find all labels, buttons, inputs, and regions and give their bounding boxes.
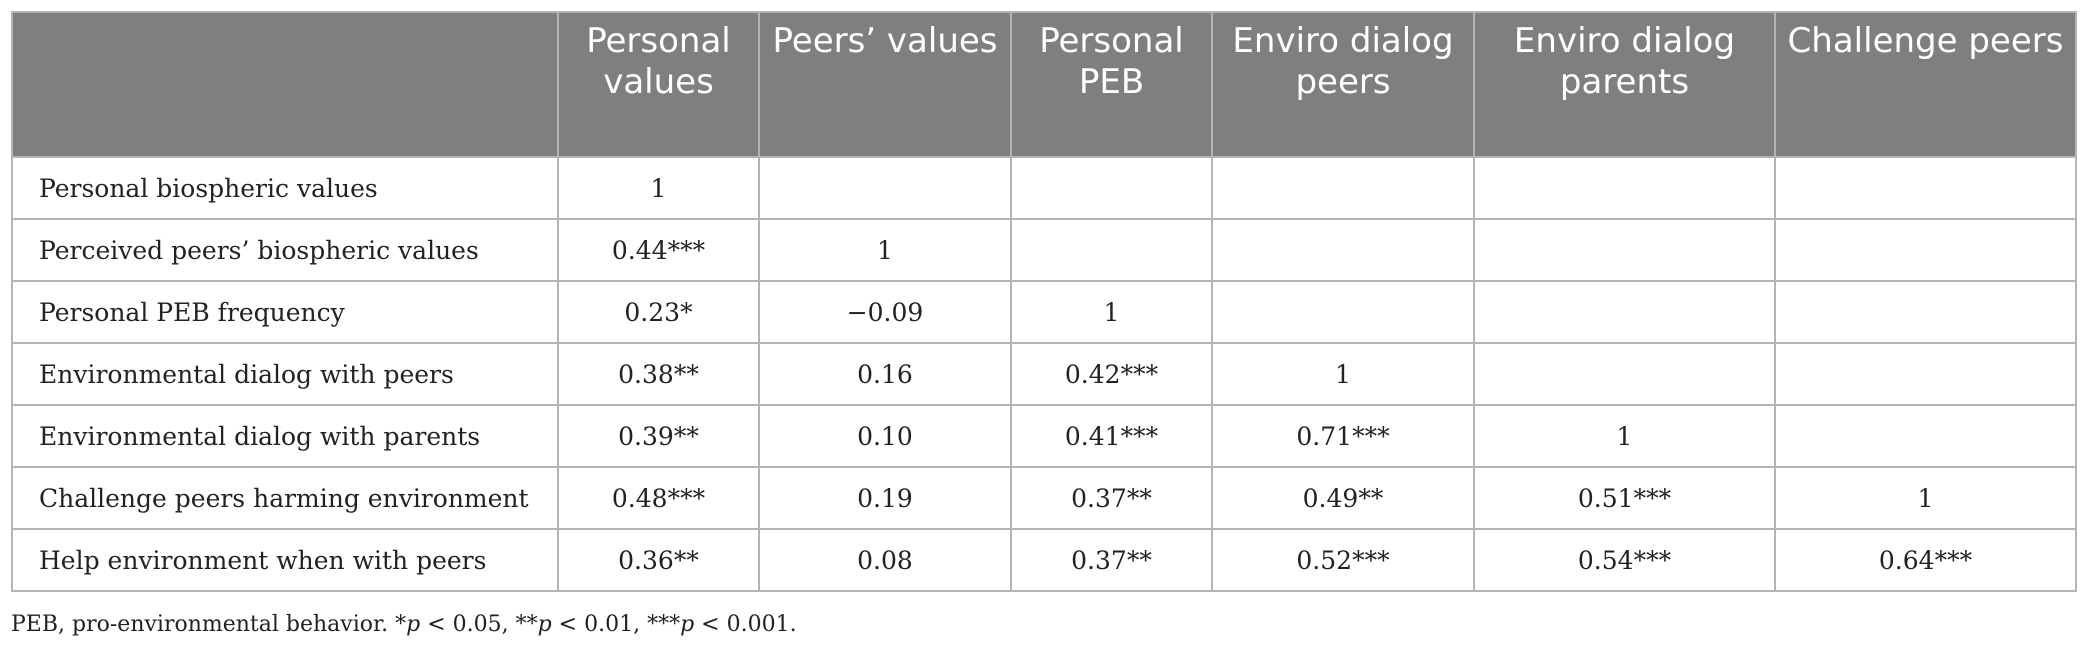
table-cell: 0.36**: [557, 528, 760, 592]
row-label: Help environment when with peers: [11, 528, 559, 592]
table-cell: 0.52***: [1211, 528, 1475, 592]
row-label: Personal PEB frequency: [11, 280, 559, 344]
footnote-p-symbol-1: p: [406, 612, 421, 637]
header-enviro-dialog-parents: Enviro dialog parents: [1473, 11, 1776, 158]
table-cell: [1211, 218, 1475, 282]
table-cell: 0.39**: [557, 404, 760, 468]
row-label: Environmental dialog with peers: [11, 342, 559, 406]
table-cell: [1211, 156, 1475, 220]
row-label: Environmental dialog with parents: [11, 404, 559, 468]
table-cell: [1473, 218, 1776, 282]
table-body: Personal biospheric values 1 Perceived p…: [11, 156, 2077, 592]
row-label: Personal biospheric values: [11, 156, 559, 220]
table-cell: 1: [557, 156, 760, 220]
table-cell: 0.10: [758, 404, 1012, 468]
correlation-table-container: Personal values Peers’ values Personal P…: [11, 11, 2077, 592]
table-cell: 0.16: [758, 342, 1012, 406]
header-challenge-peers: Challenge peers: [1774, 11, 2077, 158]
footnote-threshold-2: < 0.01,: [551, 612, 648, 637]
table-cell: 0.64***: [1774, 528, 2077, 592]
table-cell: 0.71***: [1211, 404, 1475, 468]
table-cell: 0.48***: [557, 466, 760, 530]
table-cell: 0.08: [758, 528, 1012, 592]
table-footnote: PEB, pro-environmental behavior. *p < 0.…: [11, 612, 797, 637]
table-cell: [1010, 218, 1213, 282]
table-cell: 0.42***: [1010, 342, 1213, 406]
table-row: Personal biospheric values 1: [11, 156, 2077, 220]
header-personal-values: Personal values: [557, 11, 760, 158]
footnote-star-2: **: [515, 612, 538, 637]
row-label: Challenge peers harming environment: [11, 466, 559, 530]
table-cell: 0.23*: [557, 280, 760, 344]
footnote-threshold-1: < 0.05,: [420, 612, 516, 637]
table-cell: [758, 156, 1012, 220]
table-cell: 0.54***: [1473, 528, 1776, 592]
table-cell: 0.37**: [1010, 528, 1213, 592]
footnote-p-symbol-2: p: [537, 612, 552, 637]
table-row: Challenge peers harming environment 0.48…: [11, 466, 2077, 530]
row-label: Perceived peers’ biospheric values: [11, 218, 559, 282]
table-cell: [1473, 156, 1776, 220]
table-cell: 1: [1473, 404, 1776, 468]
header-row: Personal values Peers’ values Personal P…: [11, 11, 2077, 158]
table-header: Personal values Peers’ values Personal P…: [11, 11, 2077, 158]
table-cell: [1774, 280, 2077, 344]
table-cell: 1: [758, 218, 1012, 282]
table-cell: [1211, 280, 1475, 344]
correlation-table: Personal values Peers’ values Personal P…: [11, 11, 2077, 592]
table-cell: 0.51***: [1473, 466, 1776, 530]
table-cell: −0.09: [758, 280, 1012, 344]
table-cell: [1473, 280, 1776, 344]
table-cell: [1774, 218, 2077, 282]
footnote-abbreviation: PEB, pro-environmental behavior.: [11, 612, 396, 637]
table-cell: 0.44***: [557, 218, 760, 282]
table-cell: 0.37**: [1010, 466, 1213, 530]
table-row: Environmental dialog with peers 0.38** 0…: [11, 342, 2077, 406]
table-cell: [1774, 156, 2077, 220]
table-cell: [1774, 404, 2077, 468]
table-cell: [1774, 342, 2077, 406]
footnote-star-3: ***: [647, 612, 681, 637]
table-row: Personal PEB frequency 0.23* −0.09 1: [11, 280, 2077, 344]
table-cell: 0.49**: [1211, 466, 1475, 530]
footnote-threshold-3: < 0.001.: [694, 612, 797, 637]
table-cell: 1: [1010, 280, 1213, 344]
table-cell: [1473, 342, 1776, 406]
header-personal-peb: Personal PEB: [1010, 11, 1213, 158]
table-cell: 0.41***: [1010, 404, 1213, 468]
table-row: Help environment when with peers 0.36** …: [11, 528, 2077, 592]
table-cell: 1: [1774, 466, 2077, 530]
table-cell: [1010, 156, 1213, 220]
footnote-star-1: *: [395, 612, 407, 637]
table-cell: 0.38**: [557, 342, 760, 406]
header-peers-values: Peers’ values: [758, 11, 1012, 158]
table-row: Environmental dialog with parents 0.39**…: [11, 404, 2077, 468]
footnote-p-symbol-3: p: [680, 612, 695, 637]
header-enviro-dialog-peers: Enviro dialog peers: [1211, 11, 1475, 158]
table-cell: 1: [1211, 342, 1475, 406]
table-cell: 0.19: [758, 466, 1012, 530]
header-corner: [11, 11, 559, 158]
table-row: Perceived peers’ biospheric values 0.44*…: [11, 218, 2077, 282]
